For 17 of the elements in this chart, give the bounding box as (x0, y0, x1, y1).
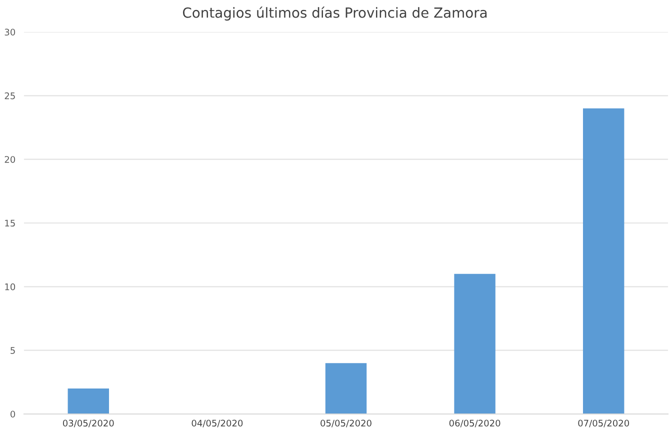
y-tick-label: 15 (5, 220, 15, 227)
y-tick-label: 5 (10, 347, 15, 354)
x-tick-label: 03/05/2020 (62, 420, 114, 428)
bar (68, 388, 110, 414)
x-tick-label: 07/05/2020 (578, 420, 630, 428)
y-tick-label: 30 (4, 28, 16, 36)
bar (454, 274, 496, 414)
y-tick-label: 10 (5, 283, 16, 290)
x-tick-label: 06/05/2020 (449, 420, 500, 428)
x-tick-label: 04/05/2020 (192, 420, 243, 428)
y-tick-label: 25 (4, 92, 15, 100)
y-tick-label: 0 (10, 410, 16, 418)
chart-title: Contagios últimos días Provincia de Zamora (182, 6, 487, 21)
y-tick-label: 20 (4, 156, 16, 163)
bar (582, 108, 624, 414)
x-tick-label: 05/05/2020 (320, 420, 372, 428)
bar (325, 363, 367, 414)
